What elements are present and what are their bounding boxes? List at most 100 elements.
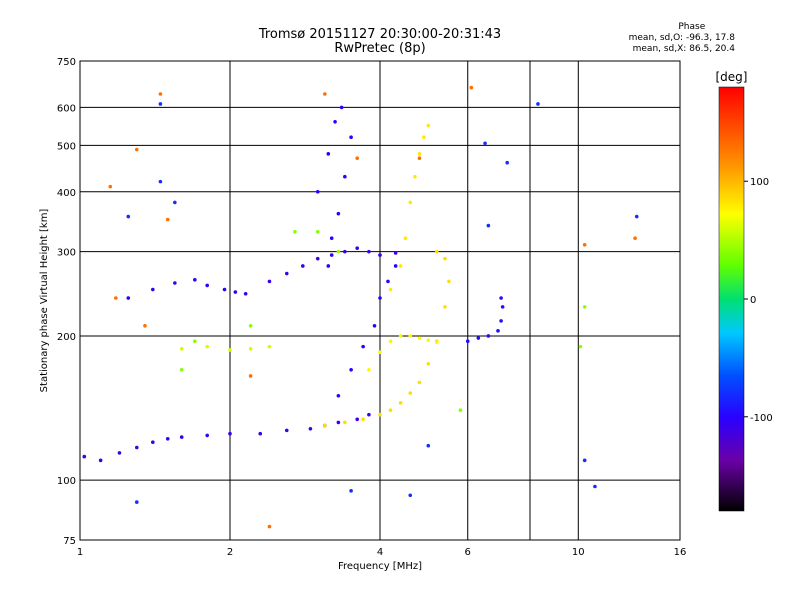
data-point xyxy=(293,229,297,234)
data-point xyxy=(417,380,422,385)
data-point xyxy=(486,223,491,228)
phase-colorbar xyxy=(718,86,745,512)
data-point xyxy=(388,339,393,344)
data-point xyxy=(205,283,209,288)
data-point xyxy=(205,433,209,438)
data-point xyxy=(496,329,500,333)
data-point xyxy=(393,264,398,268)
data-point xyxy=(336,211,341,216)
data-point xyxy=(134,500,139,504)
data-point xyxy=(284,271,289,276)
data-point xyxy=(458,408,463,412)
data-point xyxy=(355,246,359,250)
data-point xyxy=(403,236,408,240)
data-point xyxy=(536,102,540,106)
data-point xyxy=(173,281,177,285)
data-point xyxy=(248,324,253,328)
data-point xyxy=(134,147,139,152)
data-point xyxy=(408,391,413,395)
chart-title: Tromsø 20151127 20:30:00-20:31:43 xyxy=(258,27,502,42)
data-point xyxy=(361,344,365,349)
data-point xyxy=(578,344,583,349)
data-point xyxy=(114,296,118,300)
data-point xyxy=(284,428,289,433)
data-point xyxy=(179,367,184,372)
x-tick-label: 1 xyxy=(77,547,83,558)
data-point xyxy=(426,123,431,128)
colorbar-tick-label: 0 xyxy=(750,295,756,306)
data-point xyxy=(258,431,263,436)
x-tick-label: 6 xyxy=(465,547,471,558)
data-point xyxy=(308,427,313,431)
data-point xyxy=(222,287,227,292)
data-point xyxy=(151,440,155,445)
data-point xyxy=(476,336,481,340)
data-point xyxy=(469,85,474,90)
data-point xyxy=(443,305,447,309)
data-point xyxy=(179,435,184,439)
data-point xyxy=(499,296,503,300)
data-point xyxy=(243,291,248,296)
data-point xyxy=(315,229,320,234)
data-point xyxy=(505,160,509,165)
data-point xyxy=(165,436,170,441)
data-point xyxy=(193,339,197,344)
data-point xyxy=(165,217,170,222)
data-point xyxy=(426,361,431,366)
data-point xyxy=(301,264,305,268)
data-point xyxy=(343,174,347,179)
phase-stats-title: Phase xyxy=(678,22,706,32)
data-point xyxy=(422,135,426,139)
y-tick-label: 200 xyxy=(57,332,76,343)
data-point xyxy=(228,348,232,352)
data-point xyxy=(367,367,371,372)
y-tick-label: 100 xyxy=(57,476,76,487)
data-point xyxy=(267,524,272,529)
data-point xyxy=(408,493,413,498)
data-point xyxy=(408,200,413,205)
data-point xyxy=(173,200,177,205)
data-point xyxy=(349,135,353,139)
data-point xyxy=(361,417,365,422)
data-point xyxy=(205,344,209,349)
data-point xyxy=(117,451,122,455)
y-tick-label: 750 xyxy=(57,57,76,68)
y-axis-label: Stationary phase Virtual Height [km] xyxy=(39,209,50,393)
data-point xyxy=(248,374,253,378)
data-point xyxy=(426,338,431,342)
grid xyxy=(80,61,680,540)
data-point xyxy=(355,156,359,161)
data-point xyxy=(143,324,147,328)
data-point xyxy=(333,119,337,124)
phase-stats: Phase mean, sd,O: -96.3, 17.8 mean, sd,X… xyxy=(629,22,735,55)
data-point xyxy=(378,296,382,300)
data-point xyxy=(398,264,403,268)
data-point xyxy=(386,279,390,284)
colorbar-tick-label: 100 xyxy=(750,177,769,188)
data-point xyxy=(134,445,139,450)
data-point xyxy=(108,184,113,189)
data-point xyxy=(343,249,347,254)
data-point xyxy=(126,214,131,219)
data-point xyxy=(367,249,371,254)
data-point xyxy=(315,256,320,261)
data-point xyxy=(151,287,155,292)
data-point xyxy=(426,443,431,448)
data-point xyxy=(267,344,272,349)
data-point xyxy=(315,189,320,194)
data-point xyxy=(98,458,103,463)
data-point xyxy=(329,253,334,257)
data-point xyxy=(499,319,503,323)
data-point xyxy=(388,287,393,292)
x-axis-label: Frequency [MHz] xyxy=(338,561,422,572)
data-point xyxy=(378,412,382,417)
data-point xyxy=(336,420,341,425)
data-point xyxy=(483,141,487,146)
data-point xyxy=(582,305,587,309)
chart-subtitle: RwPretec (8p) xyxy=(334,41,426,56)
data-point xyxy=(158,179,163,184)
data-point xyxy=(434,340,439,345)
data-point xyxy=(465,339,470,344)
data-point xyxy=(329,236,334,240)
